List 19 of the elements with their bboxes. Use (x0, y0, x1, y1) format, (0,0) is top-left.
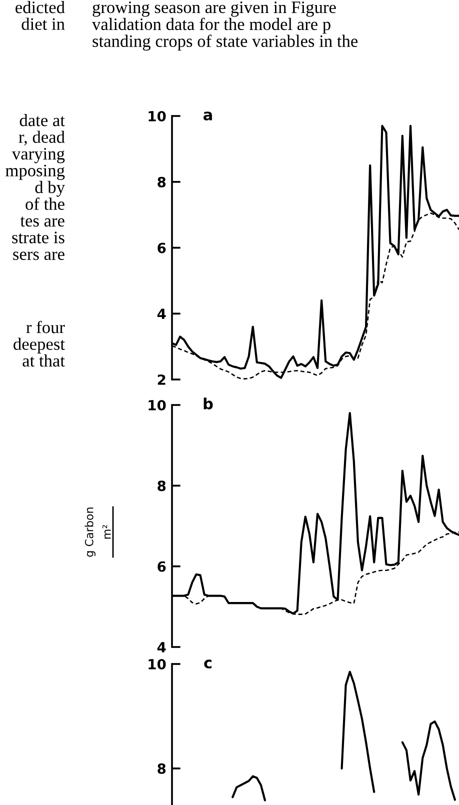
y-tick-label: 10 (148, 658, 166, 670)
y-tick-label: 6 (158, 242, 166, 254)
chart-title: a (204, 112, 212, 120)
text: date at r, dead varying mposing d by of the tes are strate is sers are (6, 114, 65, 260)
y-axis-title: g Carbon m² (84, 508, 111, 557)
text: growing season are given in Figure validation data for the model are p standing crops of state variables in the (92, 2, 358, 51)
y-tick-label: 8 (158, 480, 166, 492)
chart-title: c (204, 660, 212, 668)
y-tick-label: 8 (158, 176, 166, 188)
y-tick-label: 6 (158, 561, 166, 572)
text: r four deepest at that (14, 320, 65, 367)
y-tick-label: 10 (148, 110, 166, 122)
text: edicted diet in (16, 1, 65, 30)
y-tick-label: 2 (158, 374, 166, 385)
y-tick-label: 10 (148, 400, 166, 410)
y-tick-label: 4 (157, 642, 166, 652)
y-tick-label: 4 (157, 308, 166, 319)
y-tick-label: 8 (158, 763, 166, 774)
chart-title: b (204, 398, 213, 410)
